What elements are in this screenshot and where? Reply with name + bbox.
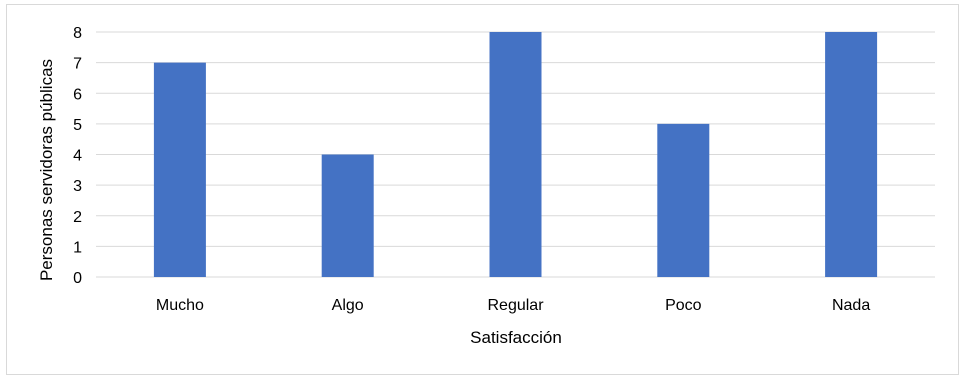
y-tick-label: 0: [73, 270, 82, 287]
bar-poco: [657, 123, 710, 277]
y-tick-label: 7: [73, 56, 82, 73]
bar-mucho: [153, 62, 206, 277]
y-tick-label: 4: [73, 148, 82, 165]
x-tick-label: Algo: [332, 297, 364, 314]
y-tick-label: 3: [73, 178, 82, 195]
bar-regular: [489, 32, 542, 277]
x-tick-label: Regular: [487, 297, 544, 314]
x-tick-label: Poco: [665, 297, 702, 314]
x-tick-label: Mucho: [156, 297, 204, 314]
x-tick-labels: Mucho Algo Regular Poco Nada: [156, 297, 870, 314]
y-tick-label: 5: [73, 117, 82, 134]
bar-nada: [825, 32, 878, 277]
y-tick-labels: 0 1 2 3 4 5 6 7 8: [73, 25, 82, 287]
bars: [153, 32, 878, 277]
y-tick-label: 6: [73, 86, 82, 103]
x-tick-label: Nada: [832, 297, 870, 314]
y-tick-label: 1: [73, 239, 82, 256]
y-axis-title: Personas servidoras públicas: [37, 59, 56, 281]
x-axis-title: Satisfacción: [470, 328, 562, 347]
bar-algo: [321, 154, 374, 277]
y-tick-label: 2: [73, 209, 82, 226]
y-tick-label: 8: [73, 25, 82, 42]
